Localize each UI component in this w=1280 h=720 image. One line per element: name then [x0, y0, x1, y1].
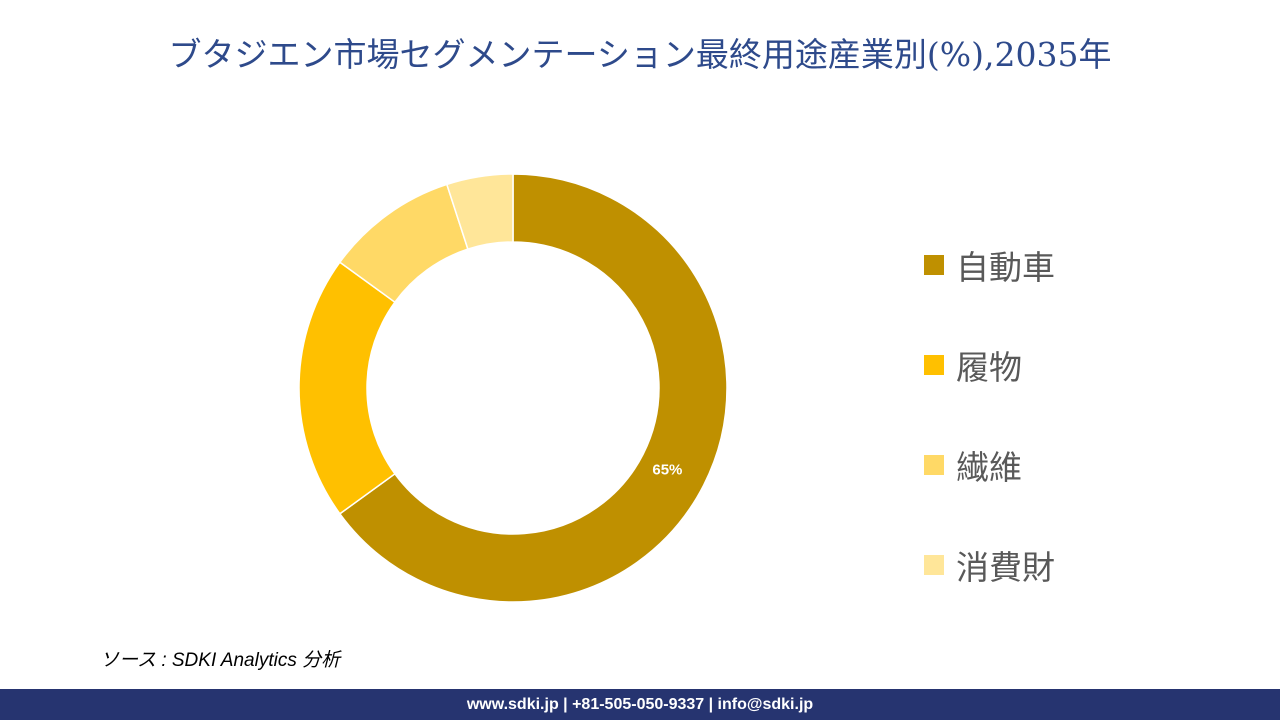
legend-label: 自動車 [956, 248, 1055, 287]
legend-label: 消費財 [956, 548, 1055, 587]
legend-swatch [924, 455, 944, 475]
legend-item: 繊維 [924, 415, 1055, 515]
data-label: 65% [652, 462, 682, 479]
donut-slice [445, 173, 514, 251]
legend-swatch [924, 355, 944, 375]
source-note: ソース : SDKI Analytics 分析 [100, 650, 341, 671]
legend-label: 履物 [956, 348, 1022, 387]
legend-swatch [924, 255, 944, 275]
legend-item: 消費財 [924, 515, 1055, 615]
donut-slice [338, 173, 728, 603]
footer-contact: www.sdki.jp | +81-505-050-9337 | info@sd… [0, 689, 1280, 720]
legend-item: 自動車 [924, 215, 1055, 315]
donut-slice [298, 261, 396, 515]
donut-chart: 65% [298, 173, 728, 603]
legend-swatch [924, 555, 944, 575]
chart-title: ブタジエン市場セグメンテーション最終用途産業別(%),2035年 [168, 35, 1112, 74]
legend-label: 繊維 [956, 448, 1022, 487]
legend: 自動車 履物 繊維 消費財 [924, 215, 1055, 615]
legend-item: 履物 [924, 315, 1055, 415]
